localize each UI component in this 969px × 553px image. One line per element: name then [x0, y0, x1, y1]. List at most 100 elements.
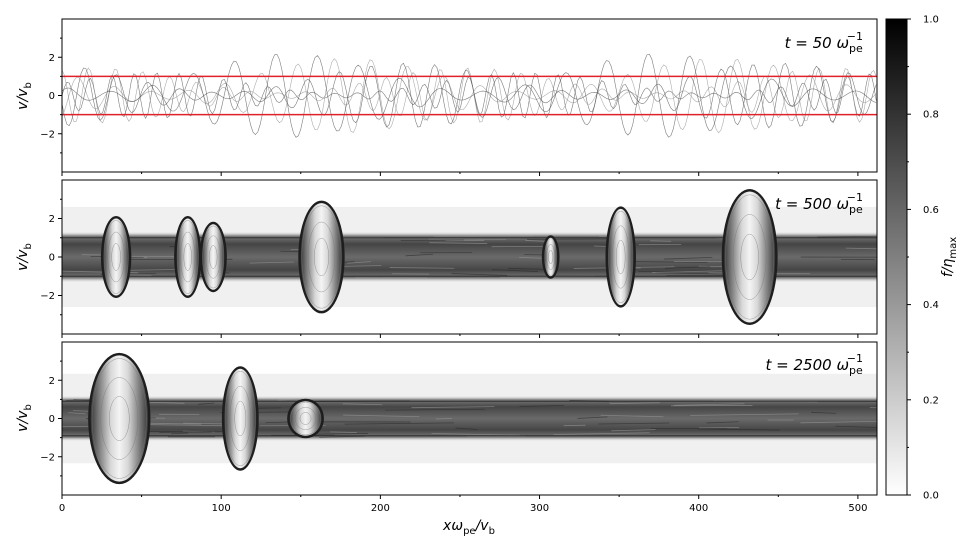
band-streak	[598, 422, 670, 425]
phase-space-hole	[289, 401, 322, 436]
phase-space-filament	[62, 58, 877, 134]
band-streak	[664, 257, 713, 260]
x-tick-label: 0	[59, 503, 65, 514]
band-streak	[389, 267, 455, 269]
phase-space-hole	[202, 224, 225, 290]
band-streak	[652, 270, 725, 273]
panel-t50-background	[62, 19, 877, 172]
band-streak	[674, 403, 745, 406]
phase-space-hole	[103, 218, 129, 296]
band-streak	[519, 404, 564, 407]
hole-contour	[612, 225, 630, 289]
band-streak	[690, 413, 799, 416]
band-streak	[817, 235, 877, 238]
phase-space-hole	[90, 355, 148, 482]
panel-t2500-annotation: t = 2500 ωpe−1	[766, 352, 863, 377]
panel-t50-ylabel: v/vb	[15, 82, 34, 110]
hole-contour	[202, 225, 225, 289]
y-tick-label: 0	[49, 253, 55, 264]
x-tick-label: 200	[371, 503, 390, 514]
band-streak	[347, 261, 371, 264]
band-streak	[342, 403, 383, 406]
panel-t2500-ylabel: v/vb	[15, 404, 34, 432]
band-streak	[249, 261, 294, 264]
x-axis-label: xωpe/vb	[442, 518, 495, 537]
panel-t500-ylabel: v/vb	[15, 243, 34, 271]
hole-contour	[725, 194, 775, 320]
y-tick-label: 0	[49, 91, 55, 102]
band-streak	[600, 414, 664, 418]
hole-contour	[307, 221, 336, 293]
band-streak	[609, 402, 660, 405]
band-streak	[66, 399, 92, 401]
band-streak	[344, 422, 454, 425]
hole-contour	[100, 377, 139, 460]
hole-contour	[180, 231, 196, 283]
y-tick-label: −2	[40, 129, 55, 140]
band-streak	[411, 406, 495, 409]
band-streak	[405, 253, 433, 257]
band-streak	[697, 428, 780, 431]
panel-t50: −2 0 2 t = 50 ωpe−1 v/vb	[15, 18, 878, 176]
band-streak	[431, 433, 520, 436]
band-streak	[611, 429, 656, 432]
phase-space-hole	[724, 191, 776, 323]
hole-contour	[313, 237, 329, 277]
x-tick-label: 500	[848, 503, 867, 514]
distribution-band	[62, 395, 877, 442]
band-streak	[706, 421, 739, 424]
band-streak	[310, 433, 369, 435]
band-streak	[385, 408, 485, 411]
colorbar-tick-label: 1.0	[923, 15, 939, 26]
panel-t2500: −2 0 2 0 100 200 300 400 500 t = 2500 ωpe−1 v/v…	[15, 341, 878, 537]
phase-space-hole	[224, 368, 257, 469]
phase-space-filament	[62, 62, 877, 129]
phase-space-filament	[62, 53, 877, 138]
band-streak	[429, 242, 488, 244]
hole-contour	[544, 238, 557, 276]
band-streak	[835, 425, 877, 428]
band-streak	[577, 416, 608, 419]
hole-contour	[740, 233, 759, 281]
colorbar: 0.0 0.2 0.4 0.6 0.8 1.0 f/ηmax	[885, 15, 959, 502]
y-tick-label: 2	[49, 376, 55, 387]
hole-contour	[732, 214, 767, 300]
hole-contour	[301, 205, 342, 309]
colorbar-gradient	[885, 18, 908, 496]
y-tick-label: −2	[40, 291, 55, 302]
band-streak	[277, 398, 300, 401]
band-streak	[845, 247, 877, 250]
hole-contour	[616, 239, 626, 275]
y-tick-label: 0	[49, 414, 55, 425]
x-tick-label: 300	[530, 503, 549, 514]
band-streak	[343, 414, 420, 418]
colorbar-tick-label: 0.0	[923, 491, 939, 502]
band-streak	[810, 411, 837, 414]
phase-space-filament	[62, 67, 877, 124]
phase-space-hole	[176, 218, 199, 296]
hole-contour	[103, 220, 129, 294]
band-streak	[451, 273, 508, 276]
y-tick-label: 2	[49, 53, 55, 64]
panel-t500: −2 0 2 t = 500 ωpe−1 v/vb	[15, 179, 878, 338]
colorbar-tick-label: 0.8	[923, 110, 939, 121]
hole-contour	[205, 235, 221, 279]
hole-contour	[107, 231, 125, 283]
band-streak	[343, 265, 382, 267]
x-tick-label: 400	[689, 503, 708, 514]
band-streak	[800, 421, 877, 424]
hole-contour	[91, 358, 147, 479]
panel-t50-annotation: t = 50 ωpe−1	[785, 30, 863, 55]
hole-contour	[548, 250, 554, 264]
phase-space-hole	[544, 237, 558, 277]
band-streak	[519, 257, 547, 259]
phase-space-hole	[607, 208, 634, 306]
hole-contour	[224, 371, 256, 466]
hole-contour	[294, 407, 317, 430]
band-streak	[170, 432, 189, 435]
band-streak	[319, 435, 366, 438]
band-streak	[455, 427, 478, 430]
hole-contour	[176, 220, 199, 294]
band-streak	[330, 431, 357, 433]
